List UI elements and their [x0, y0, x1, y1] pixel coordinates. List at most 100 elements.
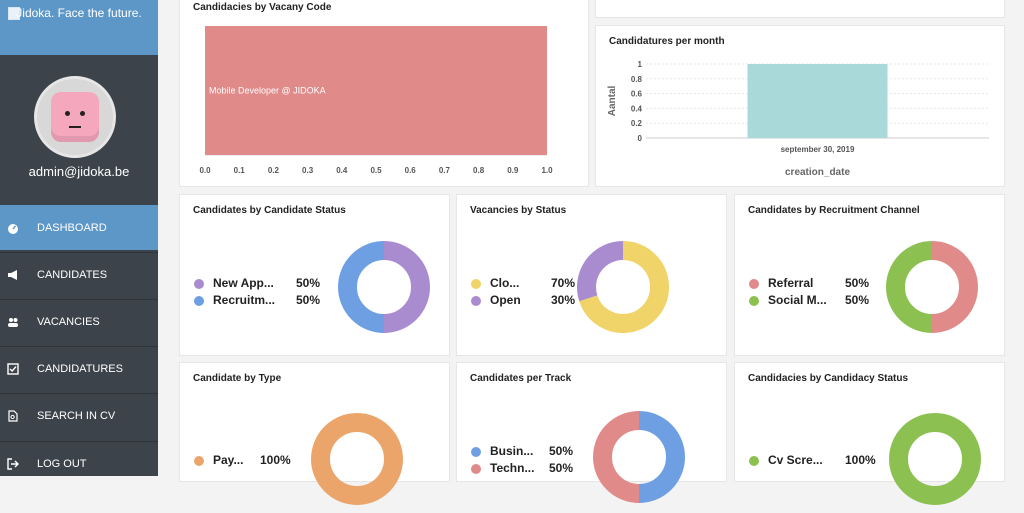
user-email: admin@jidoka.be	[28, 164, 130, 179]
nav-item-vacancies[interactable]: VACANCIES	[0, 299, 158, 344]
file-search-icon	[7, 410, 19, 422]
legend-label: Techn...	[490, 461, 535, 475]
nav-label: DASHBOARD	[37, 222, 107, 234]
legend-swatch	[749, 456, 759, 466]
nav-item-dashboard[interactable]: DASHBOARD	[0, 205, 158, 250]
y-axis-title: Aantal	[607, 85, 618, 116]
y-tick-label: 0.8	[631, 75, 643, 84]
nav-item-candidates[interactable]: CANDIDATES	[0, 252, 158, 297]
donut-slice	[579, 241, 669, 333]
donut-slice	[638, 411, 685, 503]
legend-swatch	[194, 296, 204, 306]
legend-swatch	[471, 447, 481, 457]
card-candidatures-per-month: Candidatures per month 0 0.2 0.4 0.6 0.8 1 sep…	[595, 25, 1005, 187]
legend-swatch	[749, 279, 759, 289]
legend-value: 50%	[296, 276, 321, 290]
card-candidates-per-track: Candidates per Track Busin... 50% Techn..…	[456, 362, 727, 503]
legend-value: 50%	[549, 444, 574, 458]
per-track-donut	[593, 411, 685, 503]
x-tick-label: 1.0	[541, 166, 553, 175]
x-tick-label: 0.1	[234, 166, 246, 175]
y-tick-label: 1	[638, 60, 643, 69]
candidatures-per-month-chart: 0 0.2 0.4 0.6 0.8 1 september 30, 2019 creation…	[607, 60, 989, 178]
megaphone-icon	[7, 269, 19, 281]
donut-slice	[577, 241, 624, 302]
legend-label: Referral	[768, 276, 814, 290]
sidebar: Jidoka. Face the future. admin@jidoka.be…	[0, 0, 158, 476]
legend-swatch	[471, 279, 481, 289]
card-title: Candidates per Track	[470, 373, 572, 384]
avatar[interactable]	[34, 76, 116, 158]
legend-label: Social M...	[768, 293, 827, 307]
card-candidacies-by-candidacy-status: Candidacies by Candidacy Status Cv Scre.…	[734, 362, 1005, 505]
legend-value: 100%	[260, 453, 291, 467]
nav-item-search-in-cv[interactable]: SEARCH IN CV	[0, 393, 158, 438]
recruitment-channel-donut	[886, 241, 978, 333]
y-tick-label: 0.6	[631, 90, 643, 99]
legend-value: 50%	[845, 276, 870, 290]
x-tick-label: 0.9	[507, 166, 519, 175]
donut-slice	[338, 241, 385, 333]
x-tick-label: 0.8	[473, 166, 485, 175]
bar	[205, 26, 547, 155]
donut-slice	[311, 413, 403, 505]
legend-value: 50%	[296, 293, 321, 307]
legend-label: Open	[490, 293, 521, 307]
card-title: Vacancies by Status	[470, 205, 567, 216]
card-candidate-by-type: Candidate by Type Pay... 100%	[179, 362, 450, 505]
legend-value: 50%	[845, 293, 870, 307]
card-candidacies-by-vacancy-code: Candidacies by Vacany Code Mobile Develo…	[179, 0, 589, 187]
legend-label: Pay...	[213, 453, 244, 467]
legend-label: Busin...	[490, 444, 534, 458]
vacancy-status-donut	[577, 241, 669, 333]
card-vacancies-by-status: Vacancies by Status Clo... 70% Open 30%	[456, 194, 727, 356]
y-tick-label: 0	[638, 134, 643, 143]
legend-swatch	[194, 456, 204, 466]
candidate-type-donut	[311, 413, 403, 505]
donut-slice	[593, 411, 640, 503]
nav-item-candidatures[interactable]: CANDIDATURES	[0, 346, 158, 391]
donut-slice	[889, 413, 981, 505]
card-top-right-partial	[595, 0, 1005, 18]
bar-label: Mobile Developer @ JIDOKA	[209, 86, 326, 96]
x-tick-label: 0.4	[336, 166, 348, 175]
legend-swatch	[749, 296, 759, 306]
legend-label: Cv Scre...	[768, 453, 823, 467]
x-tick-label: 0.5	[370, 166, 382, 175]
bar	[747, 64, 888, 138]
card-title: Candidate by Type	[193, 373, 282, 384]
card-candidates-by-candidate-status: Candidates by Candidate Status New App..…	[179, 194, 450, 356]
legend-value: 70%	[551, 276, 576, 290]
y-tick-label: 0.4	[631, 104, 643, 113]
vacancy-code-chart: Mobile Developer @ JIDOKA 0.0 0.1 0.2 0.3 0.4…	[199, 26, 553, 175]
legend-label: Recruitm...	[213, 293, 276, 307]
brand-logo-text: Jidoka. Face the future.	[16, 6, 142, 20]
logout-icon	[7, 458, 19, 470]
card-title: Candidacies by Candidacy Status	[748, 373, 909, 384]
brand-header[interactable]: Jidoka. Face the future.	[0, 0, 158, 55]
x-tick-label: 0.0	[199, 166, 211, 175]
legend-value: 30%	[551, 293, 576, 307]
users-icon	[7, 316, 19, 328]
candidacy-status-donut	[889, 413, 981, 505]
candidate-status-donut	[338, 241, 430, 333]
legend-swatch	[471, 464, 481, 474]
donut-slice	[383, 241, 430, 333]
legend-value: 50%	[549, 461, 574, 475]
nav-label: VACANCIES	[37, 316, 100, 328]
card-title: Candidates by Candidate Status	[193, 205, 346, 216]
y-tick-label: 0.2	[631, 119, 643, 128]
nav-label: CANDIDATES	[37, 269, 108, 281]
legend-swatch	[471, 296, 481, 306]
nav-label: SEARCH IN CV	[37, 410, 116, 422]
robot-face-icon	[51, 92, 99, 142]
x-tick-label: 0.3	[302, 166, 314, 175]
nav-label: CANDIDATURES	[37, 363, 123, 375]
broken-image-icon	[8, 7, 20, 20]
x-tick-label: 0.2	[268, 166, 280, 175]
check-square-icon	[7, 363, 19, 375]
legend-value: 100%	[845, 453, 876, 467]
legend-label: Clo...	[490, 276, 520, 290]
nav-item-log-out[interactable]: LOG OUT	[0, 441, 158, 486]
x-axis-title: creation_date	[785, 167, 850, 178]
